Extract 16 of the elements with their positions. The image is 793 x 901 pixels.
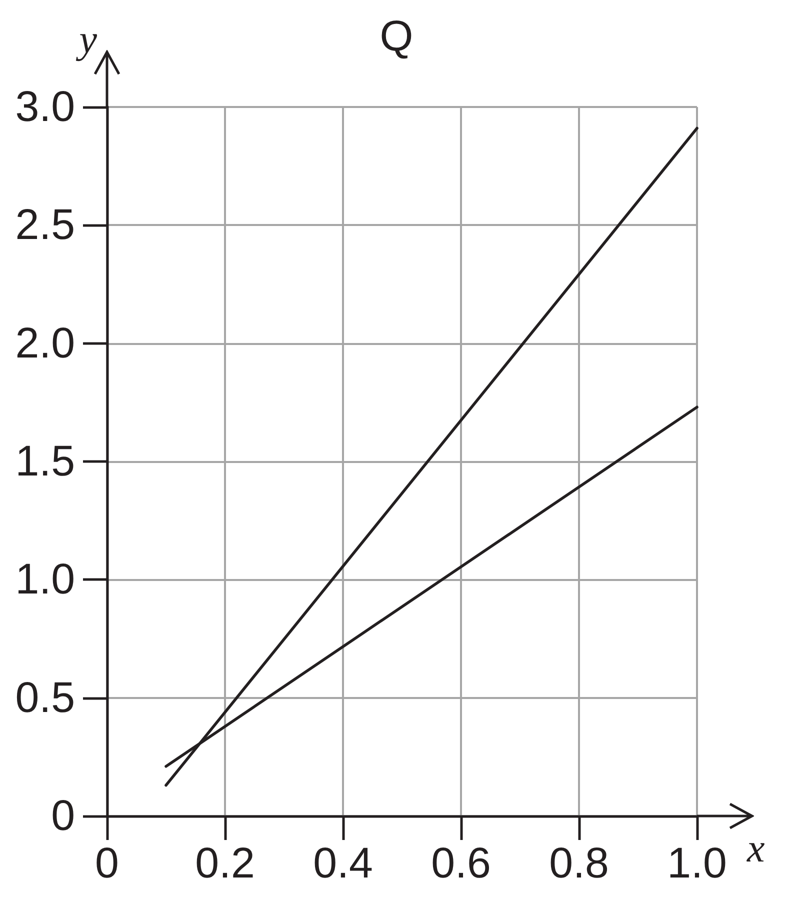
y-tick-label: 2.5 — [15, 201, 75, 250]
x-axis-title: x — [746, 826, 765, 870]
y-axis-title: y — [75, 16, 98, 62]
x-tick-label: 1.0 — [667, 840, 727, 888]
y-tick-label: 2.0 — [15, 319, 75, 368]
x-tick-label: 0.8 — [549, 840, 609, 888]
y-tick-label: 1.5 — [15, 438, 75, 486]
y-tick-label: 0 — [51, 792, 75, 840]
x-tick-label: 0.4 — [313, 840, 373, 888]
x-tick-label: 0.6 — [431, 840, 491, 888]
x-tick-label: 0 — [95, 840, 119, 888]
chart-title: Q — [380, 12, 414, 60]
x-tick-label: 0.2 — [195, 840, 255, 888]
y-tick-label: 3.0 — [15, 83, 75, 131]
y-tick-label: 1.0 — [15, 556, 75, 604]
y-tick-label: 0.5 — [15, 674, 75, 722]
